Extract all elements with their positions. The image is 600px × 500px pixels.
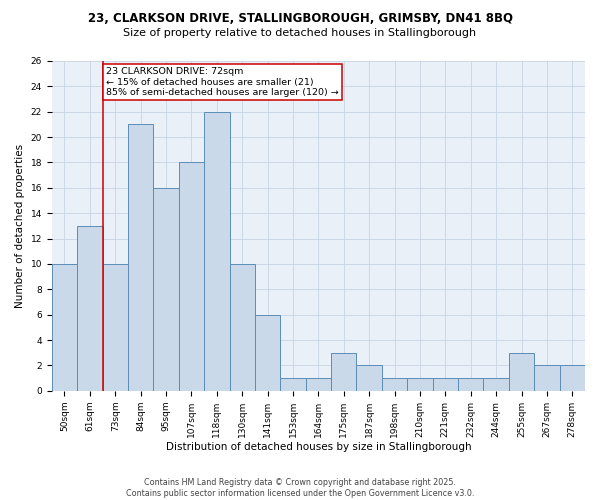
- Bar: [128, 124, 154, 391]
- Text: 23, CLARKSON DRIVE, STALLINGBOROUGH, GRIMSBY, DN41 8BQ: 23, CLARKSON DRIVE, STALLINGBOROUGH, GRI…: [88, 12, 512, 26]
- Bar: [433, 378, 458, 391]
- Bar: [255, 314, 280, 391]
- Bar: [458, 378, 484, 391]
- Bar: [509, 353, 534, 391]
- Bar: [560, 366, 585, 391]
- Bar: [204, 112, 230, 391]
- Text: 23 CLARKSON DRIVE: 72sqm
← 15% of detached houses are smaller (21)
85% of semi-d: 23 CLARKSON DRIVE: 72sqm ← 15% of detach…: [106, 68, 339, 97]
- Bar: [331, 353, 356, 391]
- Text: Contains HM Land Registry data © Crown copyright and database right 2025.
Contai: Contains HM Land Registry data © Crown c…: [126, 478, 474, 498]
- Bar: [280, 378, 305, 391]
- Bar: [382, 378, 407, 391]
- Bar: [52, 264, 77, 391]
- Bar: [484, 378, 509, 391]
- X-axis label: Distribution of detached houses by size in Stallingborough: Distribution of detached houses by size …: [166, 442, 471, 452]
- Bar: [230, 264, 255, 391]
- Bar: [407, 378, 433, 391]
- Bar: [305, 378, 331, 391]
- Text: Size of property relative to detached houses in Stallingborough: Size of property relative to detached ho…: [124, 28, 476, 38]
- Bar: [77, 226, 103, 391]
- Bar: [534, 366, 560, 391]
- Bar: [103, 264, 128, 391]
- Y-axis label: Number of detached properties: Number of detached properties: [15, 144, 25, 308]
- Bar: [356, 366, 382, 391]
- Bar: [179, 162, 204, 391]
- Bar: [154, 188, 179, 391]
